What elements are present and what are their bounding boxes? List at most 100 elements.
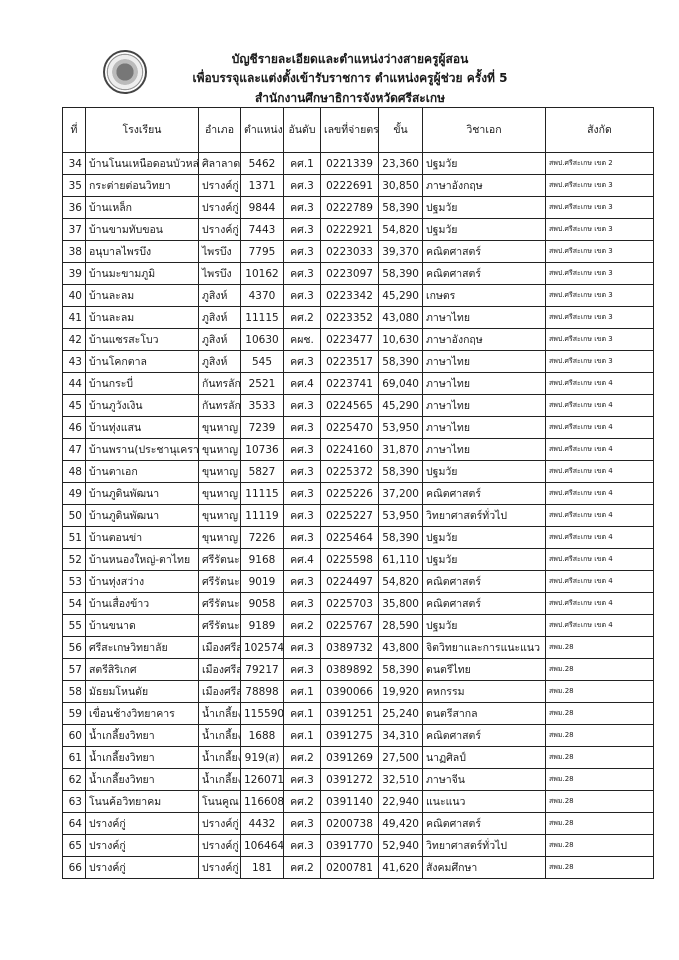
col-affiliation-cell: สพม.28	[545, 724, 654, 747]
col-major-cell: ปฐมวัย	[422, 460, 546, 483]
col-school-cell: น้ำเกลี้ยงวิทยา	[85, 768, 199, 791]
col-school-cell: บ้านพราน(ประชานุเคราะห์)	[85, 438, 199, 461]
col-position-no-cell: 545	[240, 350, 284, 373]
col-school-cell: บ้านขนาด	[85, 614, 199, 637]
col-position-no-cell: 126071	[240, 768, 284, 791]
col-no-cell: 50	[62, 504, 86, 527]
col-affiliation-cell: สพป.ศรีสะเกษ เขต 4	[545, 482, 654, 505]
col-payroll-no-cell: 0223517	[320, 350, 379, 373]
col-rank-cell: คศ.3	[283, 658, 321, 681]
col-salary-cell: 43,080	[378, 306, 423, 329]
col-payroll-no-cell: 0221339	[320, 152, 379, 175]
col-affiliation-cell: สพม.28	[545, 856, 654, 879]
col-salary-cell: 19,920	[378, 680, 423, 703]
col-district-cell: ขุนหาญ	[198, 438, 241, 461]
col-payroll-no-cell: 0223342	[320, 284, 379, 307]
col-salary-cell: 69,040	[378, 372, 423, 395]
col-payroll-no-cell: 0391770	[320, 834, 379, 857]
table-row: 52 บ้านหนองใหญ่-ตาไทย ศรีรัตนะ 9168 คศ.4 0225…	[62, 548, 654, 571]
col-position-no-cell: 79217	[240, 658, 284, 681]
col-school-cell: เขื่อนช้างวิทยาคาร	[85, 702, 199, 725]
table-row: 35 กระต่ายต่อนวิทยา ปรางค์กู่ 1371 คศ.3 02226…	[62, 174, 654, 197]
col-major-cell: สังคมศึกษา	[422, 856, 546, 879]
col-salary-cell: 61,110	[378, 548, 423, 571]
col-rank-cell: คศ.3	[283, 768, 321, 791]
table-row: 43 บ้านโคกตาล ภูสิงห์ 545 คศ.3 0223517 58,390 ภ…	[62, 350, 654, 373]
col-payroll-no-cell: 0389892	[320, 658, 379, 681]
col-payroll-no-cell: 0200781	[320, 856, 379, 879]
col-position-no-cell: 116608	[240, 790, 284, 813]
col-salary-cell: 58,390	[378, 526, 423, 549]
col-no-cell: 59	[62, 702, 86, 725]
col-major-header: วิชาเอก	[422, 107, 546, 153]
col-position-no-cell: 5462	[240, 152, 284, 175]
col-no-cell: 41	[62, 306, 86, 329]
col-rank-cell: คศ.3	[283, 834, 321, 857]
col-salary-cell: 58,390	[378, 460, 423, 483]
col-major-cell: คณิตศาสตร์	[422, 592, 546, 615]
col-rank-cell: คศ.3	[283, 218, 321, 241]
table-row: 44บ้านกระบี่กันทรลักษ์2521คศ.4022374169,…	[62, 372, 654, 395]
col-rank-cell: คศ.3	[283, 394, 321, 417]
table-row: 51 บ้านตอนข่า ขุนหาญ 7226 คศ.3 0225464 58,390 ป…	[62, 526, 654, 549]
col-salary-cell: 27,500	[378, 746, 423, 769]
col-no-cell: 40	[62, 284, 86, 307]
table-row: 55 บ้านขนาด ศรีรัตนะ 9189 คศ.2 0225767 28,590 ป…	[62, 614, 654, 637]
col-rank-cell: คศ.3	[283, 196, 321, 219]
col-district-cell: ขุนหาญ	[198, 526, 241, 549]
col-affiliation-cell: สพป.ศรีสะเกษ เขต 3	[545, 218, 654, 241]
col-salary-cell: 54,820	[378, 218, 423, 241]
col-affiliation-cell: สพป.ศรีสะเกษ เขต 3	[545, 240, 654, 263]
col-position-no-cell: 9058	[240, 592, 284, 615]
col-major-cell: เกษตร	[422, 284, 546, 307]
col-position-no-cell: 9019	[240, 570, 284, 593]
col-no-cell: 34	[62, 152, 86, 175]
col-school-cell: บ้านโคกตาล	[85, 350, 199, 373]
col-salary-cell: 37,200	[378, 482, 423, 505]
col-rank-cell: คศ.3	[283, 570, 321, 593]
col-rank-cell: คศ.4	[283, 548, 321, 571]
col-rank-cell: คศ.2	[283, 746, 321, 769]
col-district-cell: เมืองศรีสะเกษ	[198, 658, 241, 681]
col-payroll-no-cell: 0225372	[320, 460, 379, 483]
col-district-cell: ภูสิงห์	[198, 328, 241, 351]
table-row: 64 ปรางค์กู่ ปรางค์กู่ 4432 คศ.3 0200738 49,42…	[62, 812, 654, 835]
col-rank-cell: คศ.2	[283, 306, 321, 329]
col-affiliation-cell: สพป.ศรีสะเกษ เขต 4	[545, 570, 654, 593]
col-no-cell: 55	[62, 614, 86, 637]
col-school-cell: บ้านแซรสะโบว	[85, 328, 199, 351]
col-salary-cell: 30,850	[378, 174, 423, 197]
col-position-no-cell: 7239	[240, 416, 284, 439]
col-school-cell: บ้านภูดินพัฒนา	[85, 482, 199, 505]
col-major-cell: ภาษาไทย	[422, 438, 546, 461]
col-school-cell: บ้านละลม	[85, 306, 199, 329]
table-row: 58มัธยมโหนดัยเมืองศรีสะเกษ78898คศ.103900…	[62, 680, 654, 703]
col-position-no-cell: 4370	[240, 284, 284, 307]
col-salary-cell: 45,290	[378, 394, 423, 417]
col-rank-cell: คศ.3	[283, 526, 321, 549]
col-school-cell: บ้านทุ่งแสน	[85, 416, 199, 439]
col-district-cell: เมืองศรีสะเกษ	[198, 636, 241, 659]
col-affiliation-cell: สพม.28	[545, 702, 654, 725]
table-header: ที่โรงเรียนอำเภอตำแหน่งเลขที่อันดับเลขที…	[62, 107, 654, 153]
col-school-cell: บ้านเสื่องข้าว	[85, 592, 199, 615]
col-district-cell: ปรางค์กู่	[198, 174, 241, 197]
table-row: 47บ้านพราน(ประชานุเคราะห์)ขุนหาญ10736คศ.…	[62, 438, 654, 461]
col-affiliation-cell: สพป.ศรีสะเกษ เขต 3	[545, 174, 654, 197]
col-no-cell: 57	[62, 658, 86, 681]
table-row: 53 บ้านทุ่งสว่าง ศรีรัตนะ 9019 คศ.3 0224497 54…	[62, 570, 654, 593]
col-position-no-cell: 11115	[240, 306, 284, 329]
col-major-cell: วิทยาศาสตร์ทั่วไป	[422, 834, 546, 857]
col-district-header: อำเภอ	[198, 107, 241, 153]
col-payroll-no-cell: 0391275	[320, 724, 379, 747]
col-payroll-no-cell: 0222691	[320, 174, 379, 197]
col-rank-cell: คศ.1	[283, 152, 321, 175]
col-district-cell: ปรางค์กู่	[198, 856, 241, 879]
col-rank-cell: คศ.3	[283, 482, 321, 505]
col-major-cell: จิตวิทยาและการแนะแนว	[422, 636, 546, 659]
col-payroll-no-cell: 0225703	[320, 592, 379, 615]
col-position-no-cell: 10162	[240, 262, 284, 285]
table-row: 38 อนุบาลไพรบึง ไพรบึง 7795 คศ.3 0223033 39,37…	[62, 240, 654, 263]
col-school-header: โรงเรียน	[85, 107, 199, 153]
col-rank-cell: คผช.	[283, 328, 321, 351]
